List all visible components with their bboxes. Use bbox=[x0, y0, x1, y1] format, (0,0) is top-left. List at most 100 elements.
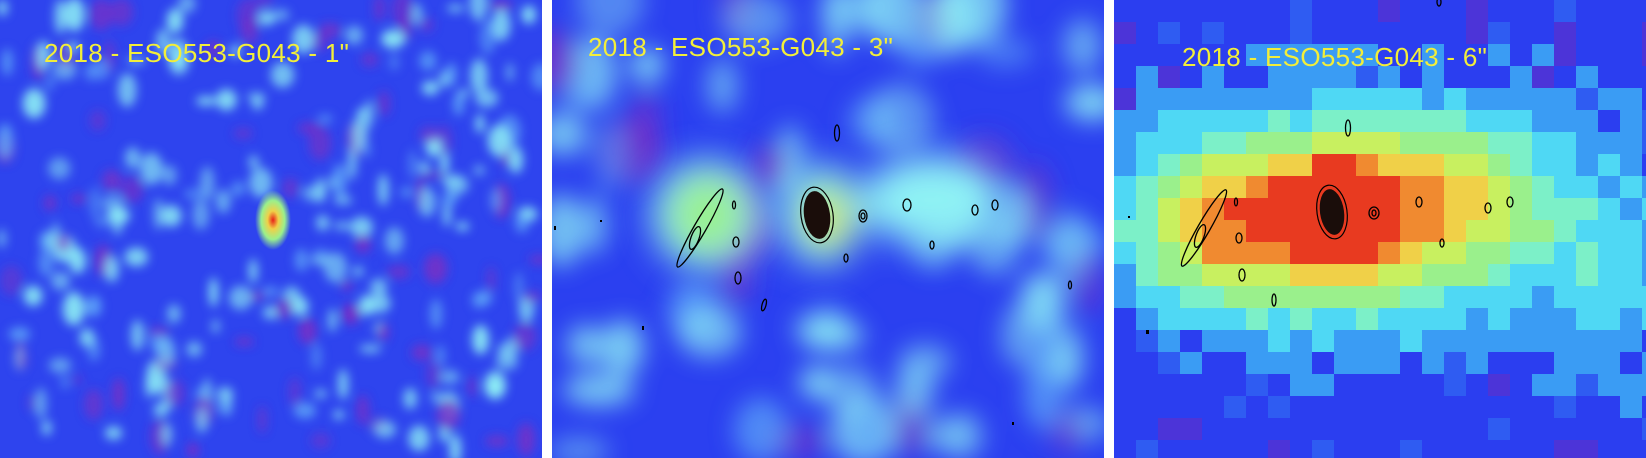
map-pixel bbox=[1224, 88, 1246, 110]
noise-blob bbox=[124, 247, 149, 267]
map-pixel bbox=[1642, 308, 1646, 330]
map-pixel bbox=[1136, 330, 1158, 352]
map-pixel bbox=[1510, 286, 1532, 308]
map-pixel bbox=[1576, 264, 1598, 286]
map-pixel bbox=[1510, 330, 1532, 352]
noise-blob bbox=[94, 215, 112, 228]
noise-blob bbox=[387, 265, 411, 279]
map-pixel bbox=[1180, 418, 1202, 440]
map-pixel bbox=[1554, 440, 1576, 458]
map-pixel bbox=[1268, 286, 1290, 308]
map-pixel bbox=[1510, 308, 1532, 330]
map-pixel bbox=[1554, 132, 1576, 154]
map-pixel bbox=[1488, 198, 1510, 220]
map-pixel bbox=[1114, 286, 1136, 308]
map-pixel bbox=[1356, 330, 1378, 352]
map-pixel bbox=[1268, 440, 1290, 458]
noise-blob bbox=[423, 253, 448, 284]
noise-blob bbox=[377, 323, 389, 341]
noise-blob bbox=[178, 0, 196, 14]
noise-blob bbox=[517, 422, 535, 457]
map-pixel bbox=[1488, 418, 1510, 440]
noise-blob bbox=[318, 22, 342, 38]
noise-blob bbox=[458, 88, 470, 98]
noise-blob bbox=[165, 379, 186, 407]
map-pixel bbox=[1158, 88, 1180, 110]
map-pixel bbox=[1642, 110, 1646, 132]
radio-map-panel-1arcsec: 2018 - ESO553-G043 - 1" bbox=[0, 0, 542, 458]
map-pixel bbox=[1246, 220, 1268, 242]
noise-blob bbox=[440, 151, 449, 175]
map-pixel bbox=[1334, 44, 1356, 66]
map-pixel bbox=[1488, 264, 1510, 286]
map-pixel bbox=[1400, 154, 1422, 176]
map-pixel bbox=[1488, 176, 1510, 198]
noise-blob bbox=[167, 304, 181, 324]
map-pixel bbox=[1488, 154, 1510, 176]
noise-blob bbox=[258, 11, 276, 26]
noise-blob bbox=[475, 88, 499, 108]
map-pixel bbox=[1598, 352, 1620, 374]
map-pixel bbox=[1158, 198, 1180, 220]
noise-blob bbox=[734, 397, 789, 458]
map-pixel bbox=[1532, 44, 1554, 66]
map-pixel bbox=[1202, 220, 1224, 242]
map-pixel bbox=[1290, 22, 1312, 44]
noise-blob bbox=[17, 357, 29, 366]
map-pixel bbox=[1422, 44, 1444, 66]
noise-blob bbox=[470, 58, 488, 93]
map-pixel bbox=[1246, 286, 1268, 308]
map-pixel bbox=[1466, 220, 1488, 242]
noise-blob bbox=[421, 170, 446, 179]
map-pixel bbox=[1378, 110, 1400, 132]
noise-blob bbox=[505, 63, 514, 82]
map-pixel bbox=[1620, 374, 1642, 396]
map-pixel bbox=[1598, 88, 1620, 110]
noise-blob bbox=[298, 317, 317, 345]
map-pixel bbox=[1378, 286, 1400, 308]
map-pixel bbox=[1224, 308, 1246, 330]
map-pixel bbox=[1312, 66, 1334, 88]
map-pixel bbox=[1334, 176, 1356, 198]
noise-blob bbox=[89, 0, 113, 31]
noise-blob bbox=[213, 403, 234, 413]
map-pixel bbox=[1246, 110, 1268, 132]
noise-blob bbox=[183, 188, 205, 200]
noise-blob bbox=[677, 306, 743, 359]
map-pixel bbox=[1246, 308, 1268, 330]
map-pixel bbox=[1466, 308, 1488, 330]
noise-blob bbox=[8, 327, 31, 342]
map-pixel bbox=[1400, 286, 1422, 308]
map-pixel bbox=[1642, 44, 1646, 66]
map-pixel bbox=[1202, 110, 1224, 132]
map-pixel bbox=[1576, 88, 1598, 110]
map-pixel bbox=[1576, 330, 1598, 352]
map-pixel bbox=[1246, 154, 1268, 176]
map-pixel bbox=[1400, 110, 1422, 132]
map-pixel bbox=[1554, 0, 1576, 22]
noise-blob bbox=[356, 395, 370, 425]
noise-blob bbox=[124, 147, 141, 169]
map-pixel bbox=[1312, 242, 1334, 264]
map-pixel bbox=[1312, 88, 1334, 110]
noise-blob bbox=[350, 216, 373, 238]
noise-blob bbox=[0, 265, 23, 296]
map-pixel bbox=[1246, 198, 1268, 220]
noise-blob bbox=[0, 123, 14, 159]
map-pixel bbox=[1290, 66, 1312, 88]
map-pixel bbox=[1334, 154, 1356, 176]
noise-blob bbox=[552, 436, 610, 458]
noise-blob bbox=[477, 290, 492, 306]
noise-blob bbox=[323, 252, 348, 283]
map-pixel bbox=[1290, 286, 1312, 308]
map-pixel bbox=[1180, 286, 1202, 308]
noise-blob bbox=[39, 233, 50, 250]
noise-blob bbox=[412, 3, 422, 25]
noise-blob bbox=[449, 434, 462, 458]
map-pixel bbox=[1356, 66, 1378, 88]
map-pixel bbox=[1290, 264, 1312, 286]
map-pixel bbox=[1554, 198, 1576, 220]
map-pixel bbox=[1598, 374, 1620, 396]
noise-blob bbox=[69, 290, 80, 324]
noise-blob bbox=[91, 58, 110, 81]
